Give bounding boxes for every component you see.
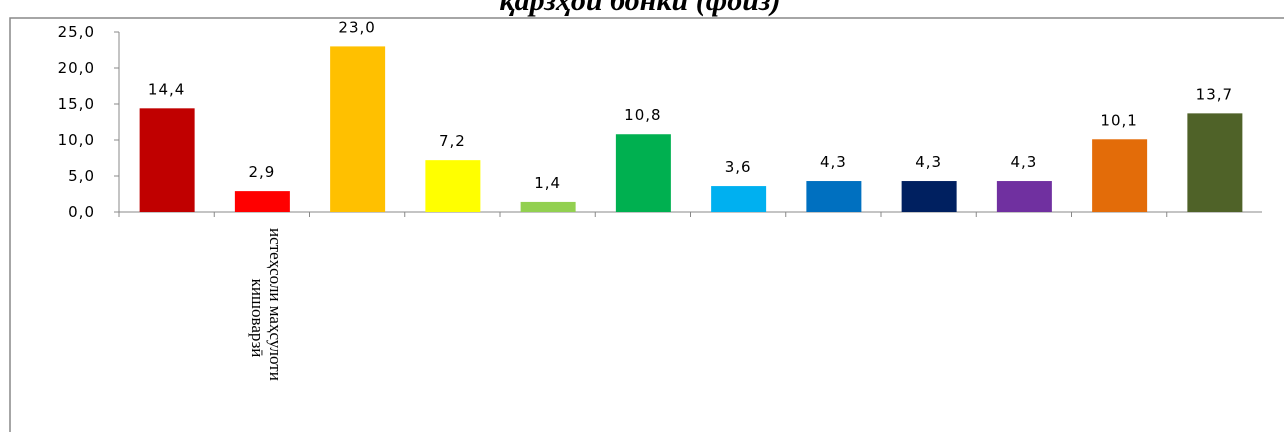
data-label: 10,1 — [1100, 111, 1137, 129]
y-tick-label: 5,0 — [68, 167, 95, 185]
data-label: 2,9 — [248, 163, 275, 181]
y-tick-label: 15,0 — [58, 95, 95, 113]
data-label: 3,6 — [725, 158, 752, 176]
bar — [1092, 139, 1148, 212]
bar — [806, 181, 862, 212]
chart-frame — [9, 17, 1284, 432]
bar — [996, 181, 1052, 212]
bar — [330, 46, 386, 213]
data-label: 14,4 — [148, 80, 185, 98]
data-label: 10,8 — [624, 106, 661, 124]
chart-title: қарзҳои бонкӣ (фоиз) — [499, 0, 780, 17]
bar — [425, 160, 481, 212]
title-backdrop — [440, 0, 844, 17]
data-label: 4,3 — [915, 153, 942, 171]
data-label: 1,4 — [534, 174, 561, 192]
bar — [901, 181, 957, 212]
bar — [615, 134, 671, 212]
data-label: 4,3 — [1010, 153, 1037, 171]
data-label: 4,3 — [820, 153, 847, 171]
bar — [234, 191, 290, 212]
y-tick-label: 20,0 — [58, 59, 95, 77]
bar — [1187, 113, 1243, 212]
data-label: 13,7 — [1196, 85, 1233, 103]
y-tick-label: 25,0 — [58, 23, 95, 41]
y-tick-label: 0,0 — [68, 203, 95, 221]
bar — [520, 201, 576, 212]
data-label: 23,0 — [338, 18, 375, 36]
x-tick-label: истеҳсоли маҳсулотикишоварзӣ — [248, 228, 285, 381]
bar — [711, 186, 767, 212]
y-tick-label: 10,0 — [58, 131, 95, 149]
data-label: 7,2 — [439, 132, 466, 150]
bar — [139, 108, 195, 212]
